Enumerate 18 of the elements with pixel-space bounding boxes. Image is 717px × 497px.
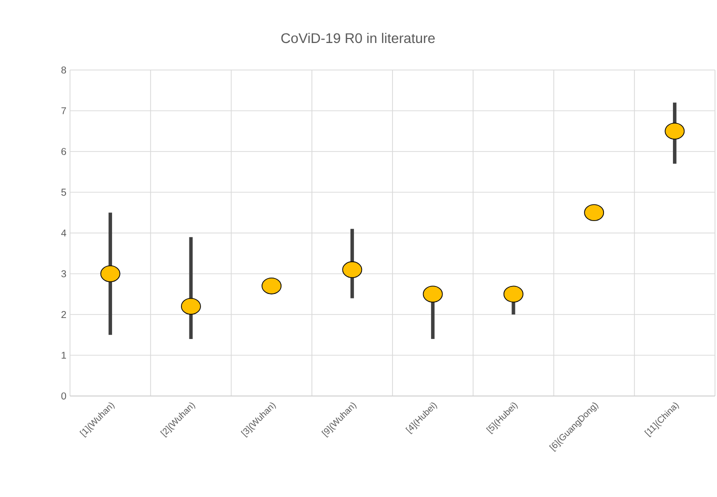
y-tick-label: 6 <box>61 148 66 156</box>
y-tick-label: 0 <box>61 392 66 400</box>
y-tick-label: 5 <box>61 188 66 196</box>
point <box>584 204 604 221</box>
point <box>180 298 201 315</box>
y-tick-label: 2 <box>61 311 66 318</box>
point <box>262 278 282 294</box>
point <box>342 261 362 278</box>
y-tick-label: 4 <box>61 230 66 236</box>
y-tick-label: 3 <box>61 270 66 278</box>
point <box>664 122 685 140</box>
point <box>503 286 524 302</box>
y-tick-label: 7 <box>61 107 66 114</box>
y-tick-label: 1 <box>62 352 66 359</box>
point <box>100 265 120 282</box>
point <box>422 286 443 302</box>
y-tick-label: 8 <box>61 66 66 74</box>
chart-title: CoViD-19 R0 in literature <box>281 32 435 44</box>
